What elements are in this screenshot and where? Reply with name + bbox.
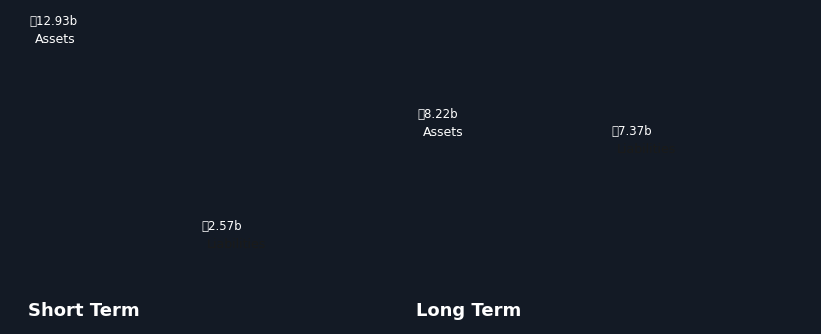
Text: Long Term: Long Term (416, 302, 521, 320)
Text: Liabilities: Liabilities (617, 143, 676, 156)
Text: ৳7.37b: ৳7.37b (612, 125, 652, 138)
Text: Assets: Assets (34, 33, 76, 46)
Text: Assets: Assets (423, 126, 463, 139)
Text: Short Term: Short Term (28, 302, 140, 320)
Text: ৳2.57b: ৳2.57b (202, 219, 242, 232)
Text: ৳12.93b: ৳12.93b (30, 15, 78, 28)
Text: ৳8.22b: ৳8.22b (418, 108, 458, 121)
Text: Liabilities: Liabilities (207, 237, 266, 250)
